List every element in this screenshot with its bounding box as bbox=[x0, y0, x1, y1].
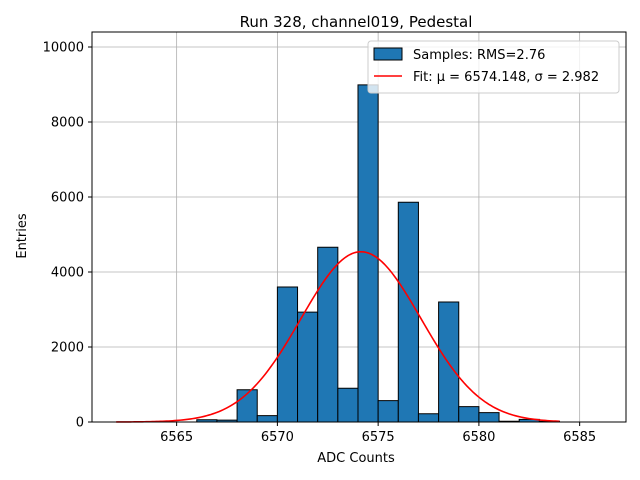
y-tick-label: 2000 bbox=[51, 341, 84, 356]
legend: Samples: RMS=2.76 Fit: μ = 6574.148, σ =… bbox=[367, 40, 620, 94]
histogram-bar bbox=[297, 311, 319, 423]
y-tick-label: 10000 bbox=[43, 41, 84, 56]
histogram-bar bbox=[256, 415, 278, 423]
x-tick-label: 6580 bbox=[462, 430, 495, 445]
legend-label-fit: Fit: μ = 6574.148, σ = 2.982 bbox=[413, 70, 599, 85]
y-tick-label: 0 bbox=[76, 416, 84, 431]
x-tick-label: 6570 bbox=[261, 430, 294, 445]
chart-title: Run 328, channel019, Pedestal bbox=[240, 13, 473, 31]
histogram-bar bbox=[458, 406, 480, 423]
legend-frame bbox=[367, 40, 620, 94]
histogram-bar bbox=[397, 201, 419, 423]
axes: 6565 6570 6575 6580 6585 0 2000 4000 6000 8000 100… bbox=[43, 31, 627, 445]
y-tick-label: 8000 bbox=[51, 116, 84, 131]
fit-curve bbox=[116, 250, 560, 423]
histogram-bar bbox=[377, 400, 399, 423]
legend-label-samples: Samples: RMS=2.76 bbox=[413, 48, 545, 63]
y-tick-label: 6000 bbox=[51, 191, 84, 206]
legend-bar-swatch bbox=[373, 47, 403, 61]
x-tick-label: 6575 bbox=[362, 430, 395, 445]
histogram-bar bbox=[478, 412, 500, 423]
x-axis-label: ADC Counts bbox=[317, 451, 395, 466]
plot-frame bbox=[91, 31, 627, 423]
y-axis-label: Entries bbox=[15, 213, 30, 259]
histogram-bar bbox=[337, 387, 359, 423]
x-tick-label: 6585 bbox=[563, 430, 596, 445]
histogram-bar bbox=[317, 246, 339, 423]
x-tick-label: 6565 bbox=[160, 430, 193, 445]
histogram-bar bbox=[417, 413, 440, 423]
histogram-bar bbox=[276, 286, 299, 423]
y-tick-label: 4000 bbox=[51, 266, 84, 281]
